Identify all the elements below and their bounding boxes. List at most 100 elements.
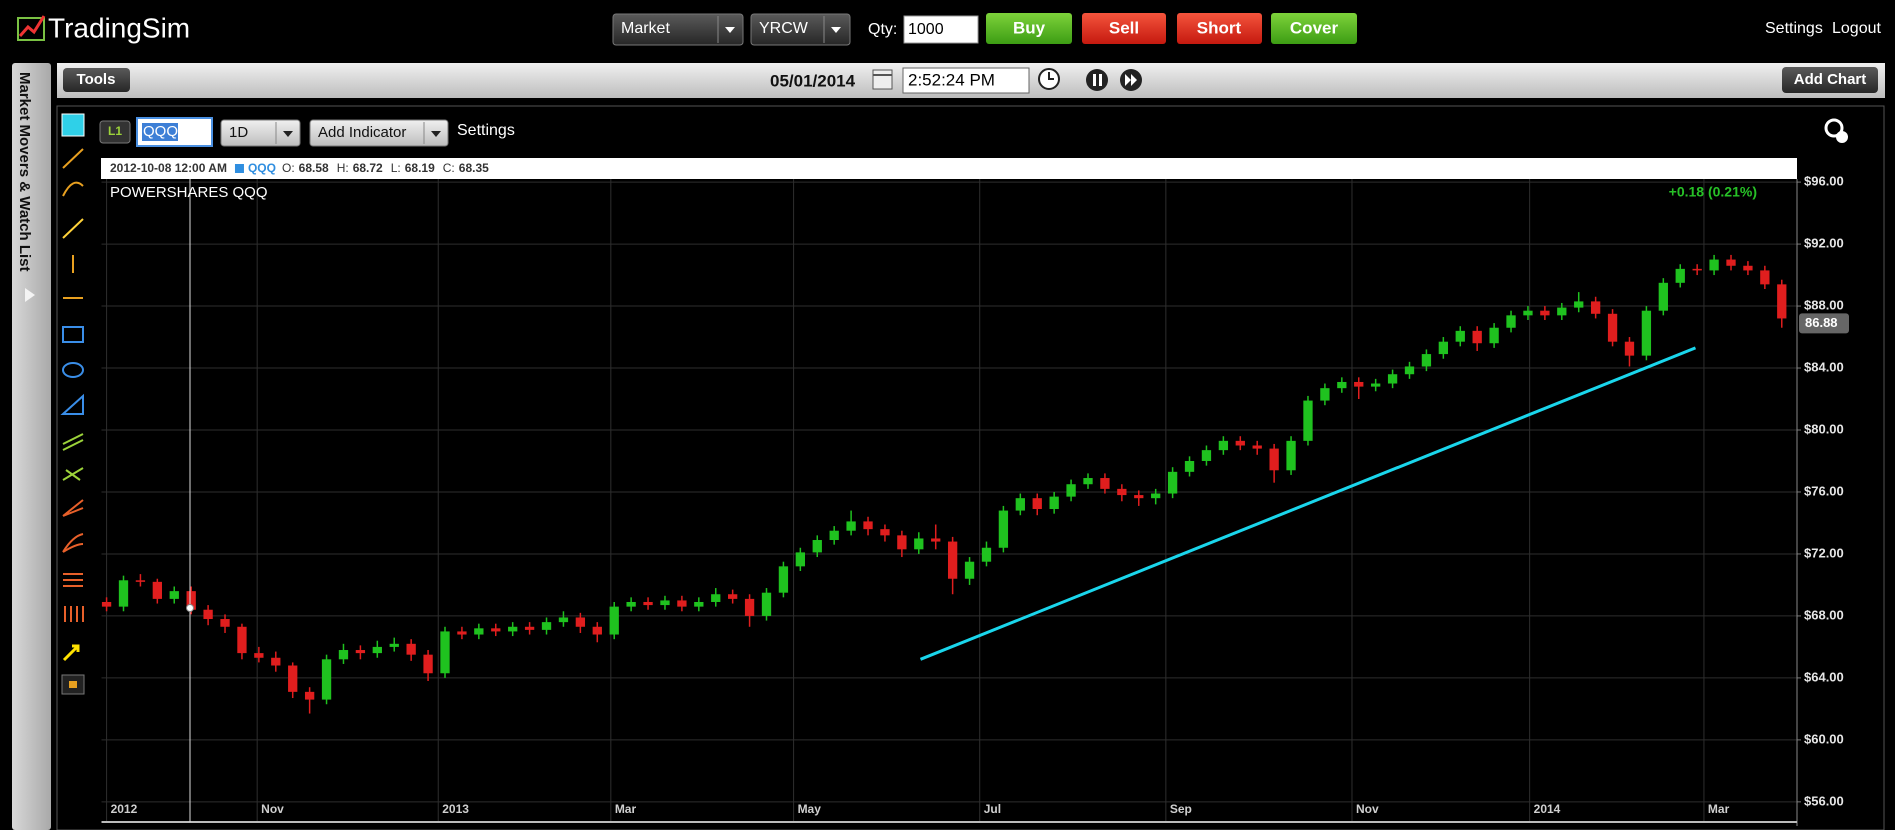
button-label: Short [1197, 18, 1242, 37]
x-tick-label: Nov [261, 802, 284, 816]
candle-body [1354, 381, 1364, 387]
candle-body [880, 529, 890, 536]
tool-icon[interactable] [62, 433, 84, 451]
info-symbol: QQQ [248, 161, 276, 175]
tool-icon[interactable] [62, 499, 84, 517]
level: L1 [108, 124, 122, 138]
candle-body [897, 535, 907, 550]
candle-body [1100, 478, 1110, 489]
level-button[interactable]: L1 [99, 120, 131, 144]
pause-button[interactable] [1086, 69, 1108, 91]
y-tick-label: $84.00 [1804, 359, 1844, 374]
candle-body [1675, 268, 1685, 283]
add-indicator: Add Indicator [318, 124, 406, 141]
candle-body [931, 538, 941, 542]
tool-icon[interactable] [64, 606, 84, 622]
candle-body [372, 646, 382, 654]
add-chart-button[interactable]: Add Chart [1782, 67, 1878, 93]
candle-body [508, 626, 518, 632]
candle-body [728, 594, 738, 599]
tool-icon[interactable] [62, 644, 80, 662]
info-field-value: 68.58 [299, 161, 329, 175]
candle-body [863, 521, 873, 530]
symbol-select[interactable]: YRCW [750, 13, 851, 46]
info-bar-text: 2012-10-08 12:00 AM QQQ O: 68.58 H: 68.72 L: 6… [110, 161, 489, 175]
candle-body [1117, 488, 1127, 496]
candle-body [1404, 366, 1415, 375]
candle-body [1387, 374, 1398, 384]
info-field-label: C: [443, 161, 455, 175]
candle-body [406, 643, 416, 655]
candle-body [812, 540, 822, 553]
short-button[interactable]: Short [1177, 13, 1262, 44]
candle-body [1421, 354, 1432, 367]
chart-symbol: QQQ [143, 123, 178, 140]
candle-body [1777, 284, 1787, 319]
button-label: Cover [1290, 18, 1339, 37]
candle-body [135, 580, 146, 582]
settings-link[interactable]: Settings [1765, 20, 1823, 37]
tool-icon[interactable] [62, 326, 84, 343]
clock-icon[interactable] [1038, 68, 1060, 90]
candle-body [491, 628, 501, 632]
tool-icon[interactable] [63, 573, 83, 587]
tool-icon[interactable] [62, 362, 84, 378]
candle-body [626, 601, 636, 607]
candle-body [1015, 498, 1025, 511]
time-input[interactable]: 2:52:24 PM [902, 67, 1030, 94]
logout-link[interactable]: Logout [1832, 20, 1881, 37]
interval-select[interactable]: 1D [220, 119, 301, 147]
chart-symbol-input[interactable]: QQQ [136, 117, 213, 147]
sell-button[interactable]: Sell [1082, 13, 1166, 44]
sidebar-tab[interactable]: Market Movers & Watch List [12, 63, 51, 830]
candle-body [998, 510, 1009, 548]
symbol: YRCW [759, 20, 809, 37]
candle-body [1726, 259, 1736, 266]
candle-body [1235, 440, 1245, 446]
candle-body [1083, 478, 1093, 485]
last-price-label: 86.88 [1805, 315, 1838, 330]
candle-body [1607, 313, 1618, 342]
logo: TradingSim [17, 12, 190, 43]
qty-label: Qty: [868, 21, 897, 38]
info-field-value: 68.72 [353, 161, 383, 175]
tool-icon[interactable] [62, 148, 84, 169]
candle-body [1218, 440, 1229, 451]
tool-icon[interactable] [62, 467, 84, 481]
candle-body [1455, 330, 1465, 342]
tool-icon[interactable] [62, 533, 84, 553]
cover-button[interactable]: Cover [1271, 13, 1357, 44]
candle-body [220, 619, 230, 627]
chart-settings-link[interactable]: Settings [457, 122, 515, 139]
candle-body [1184, 460, 1195, 472]
candle-body [1167, 471, 1178, 494]
chart-options-icon[interactable] [1824, 118, 1848, 143]
candle-body [643, 601, 653, 606]
tool-icon[interactable] [62, 181, 84, 197]
buy-button[interactable]: Buy [986, 13, 1072, 44]
candle-body [254, 653, 264, 658]
y-tick-label: $96.00 [1804, 174, 1844, 189]
fast-forward-button[interactable] [1120, 69, 1142, 91]
candle-body [1201, 450, 1212, 461]
candle-body [795, 552, 805, 567]
info-date: 2012-10-08 12:00 AM [110, 161, 227, 175]
x-tick-label: 2013 [442, 802, 469, 816]
x-tick-label: Jul [984, 802, 1001, 816]
order-type-select[interactable]: Market [612, 13, 744, 46]
trendline [919, 346, 1697, 661]
candle-body [1489, 327, 1499, 344]
candle-body [1641, 310, 1652, 356]
tool-color[interactable] [61, 113, 85, 137]
tool-icon[interactable] [60, 393, 84, 415]
candle-body [744, 598, 755, 616]
qty-input[interactable]: 1000 [903, 15, 979, 44]
add-indicator-select[interactable]: Add Indicator [309, 119, 449, 147]
calendar-icon[interactable] [872, 69, 893, 90]
tool-icon[interactable] [62, 218, 84, 239]
tools-button[interactable]: Tools [63, 68, 130, 92]
candle-body [829, 530, 839, 541]
price-change: +0.18 (0.21%) [1669, 184, 1757, 200]
qty-value: 1000 [908, 21, 944, 38]
